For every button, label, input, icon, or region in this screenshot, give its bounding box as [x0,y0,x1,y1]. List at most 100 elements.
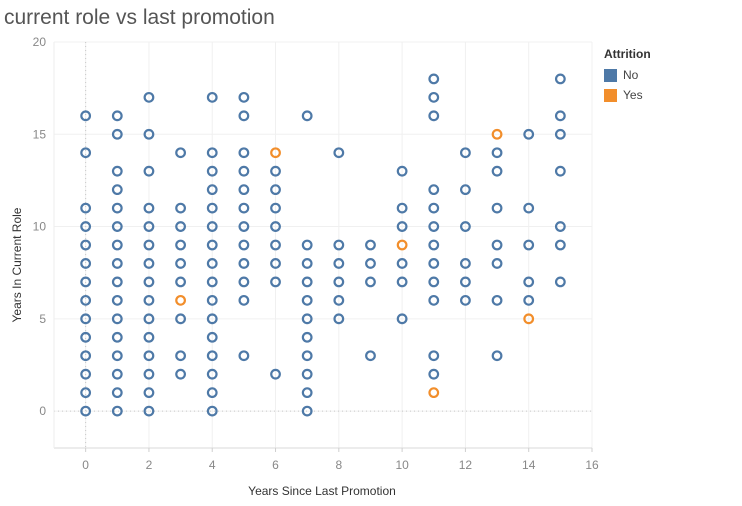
y-axis-label: Years In Current Role [10,207,24,322]
data-point-no [523,128,535,140]
data-point-no [206,368,218,380]
data-point-no [523,202,535,214]
data-point-yes [175,294,186,306]
data-point-no [175,258,186,269]
data-point-no [206,91,218,103]
data-point-no [301,313,313,325]
data-point-no [270,165,281,177]
data-point-no [428,202,440,214]
data-point-yes [270,147,281,159]
legend-title: Attrition [604,47,651,61]
data-point-no [491,165,503,177]
data-point-no [80,258,92,269]
data-point-no [491,258,503,269]
data-point-no [554,73,566,85]
data-point-no [365,258,376,269]
data-point-no [111,294,123,306]
data-point-no [80,368,92,380]
data-point-no [428,258,440,269]
data-point-no [270,276,281,288]
data-point-no [206,331,218,343]
data-point-yes [396,239,408,251]
data-point-no [111,368,123,380]
legend-swatch-no [604,68,617,82]
data-point-no [428,221,440,232]
x-tick-label: 14 [522,458,536,472]
data-point-no [301,350,313,362]
legend: Attrition No Yes [604,47,651,105]
legend-item-no[interactable]: No [604,65,651,85]
data-point-no [491,239,503,251]
data-point-no [270,221,281,232]
data-point-yes [428,387,440,399]
data-point-no [333,313,345,325]
data-point-no [333,276,345,288]
data-point-no [80,221,92,232]
data-point-no [206,350,218,362]
data-point-no [460,294,471,306]
data-point-no [80,239,92,251]
data-point-no [523,239,535,251]
data-point-no [238,258,250,269]
legend-item-yes[interactable]: Yes [604,85,651,105]
data-point-no [175,147,186,159]
data-point-no [80,331,92,343]
data-point-no [238,239,250,251]
data-point-no [301,387,313,399]
data-point-no [80,110,92,122]
data-point-no [270,258,281,269]
data-point-no [301,239,313,251]
data-point-yes [491,128,503,140]
data-point-no [428,368,440,380]
data-point-no [301,405,313,417]
x-tick-label: 12 [459,458,473,472]
data-point-yes [523,313,535,325]
data-point-no [523,276,535,288]
data-point-no [143,405,155,417]
data-point-no [301,110,313,122]
data-point-no [111,350,123,362]
data-point-no [365,350,376,362]
data-point-no [175,221,186,232]
data-point-no [460,221,471,232]
data-point-no [80,276,92,288]
data-point-no [333,239,345,251]
data-point-no [554,165,566,177]
data-point-no [143,313,155,325]
data-point-no [206,405,218,417]
data-point-no [206,202,218,214]
data-point-no [206,221,218,232]
chart-title: current role vs last promotion [4,6,275,29]
data-point-no [206,258,218,269]
data-point-no [143,239,155,251]
data-point-no [206,276,218,288]
data-point-no [238,91,250,103]
data-point-no [460,258,471,269]
data-point-no [206,239,218,251]
data-points [80,73,566,417]
data-point-no [143,276,155,288]
data-point-no [301,331,313,343]
data-point-no [143,258,155,269]
y-tick-label: 0 [39,404,46,418]
x-tick-label: 2 [146,458,153,472]
y-tick-label: 15 [33,127,47,141]
data-point-no [143,91,155,103]
data-point-no [143,350,155,362]
data-point-no [206,313,218,325]
data-point-no [111,387,123,399]
data-point-no [111,128,123,140]
data-point-no [143,202,155,214]
data-point-no [80,202,92,214]
data-point-no [301,294,313,306]
data-point-no [206,184,218,196]
data-point-no [554,221,566,232]
data-point-no [206,147,218,159]
data-point-no [396,313,408,325]
data-point-no [143,294,155,306]
data-point-no [175,276,186,288]
data-point-no [270,239,281,251]
data-point-no [365,239,376,251]
data-point-no [460,147,471,159]
